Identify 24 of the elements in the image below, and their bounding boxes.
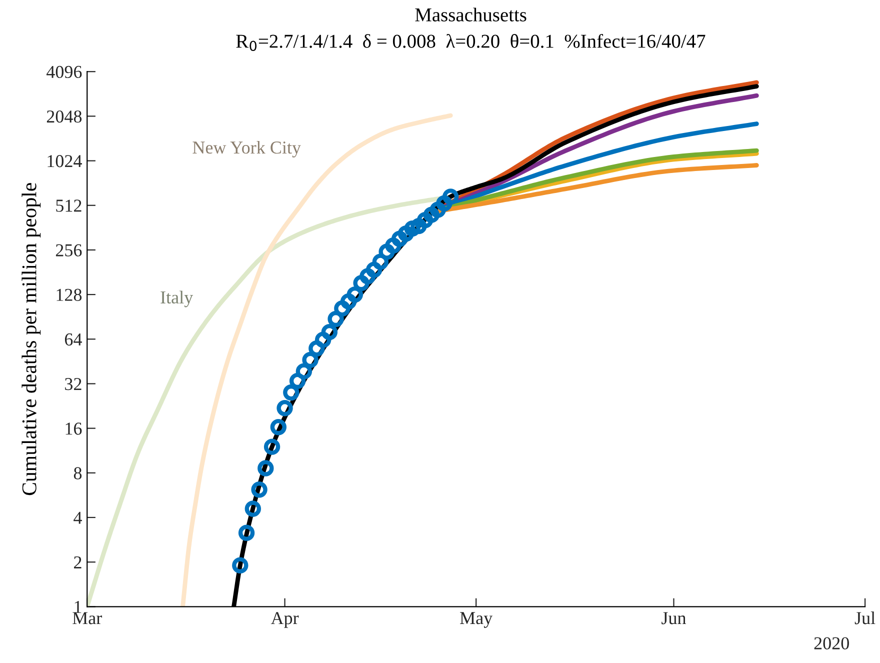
y-tick-label: 128 [56, 288, 82, 301]
chart-subtitle: R$_{0}$=2.7/1.4/1.4 δ = 0.008 λ=0.20 θ=0.1 %Infect=16/40/47 [236, 34, 706, 52]
x-tick-label: Jun [662, 612, 686, 624]
y-tick-label: 4 [74, 512, 82, 524]
y-tick-label: 8 [74, 467, 82, 480]
y-tick-label: 256 [56, 244, 82, 256]
x-tick-label: Apr [270, 612, 299, 628]
y-tick-label: 512 [56, 200, 82, 212]
y-tick-label: 1 [74, 600, 82, 613]
y-tick-label: 1024 [48, 155, 82, 168]
y-tick-label: 32 [65, 378, 82, 390]
y-tick-label: 64 [64, 333, 82, 346]
series-label: New York City [192, 140, 301, 158]
text: 2020 [814, 637, 849, 650]
x-tick-label: Jul [854, 612, 876, 624]
y-axis-title: Cumulative deaths per million people [22, 183, 41, 496]
y-tick-label: 16 [66, 422, 82, 435]
x-tick-label: Mar [72, 612, 102, 624]
y-tick-label: 2048 [46, 110, 82, 123]
y-tick-label: 2 [74, 556, 82, 568]
chart-title: Massachusetts [415, 8, 526, 22]
x-tick-label: May [460, 612, 493, 628]
series-label: Italy [160, 290, 194, 308]
y-tick-label: 4096 [46, 66, 82, 78]
